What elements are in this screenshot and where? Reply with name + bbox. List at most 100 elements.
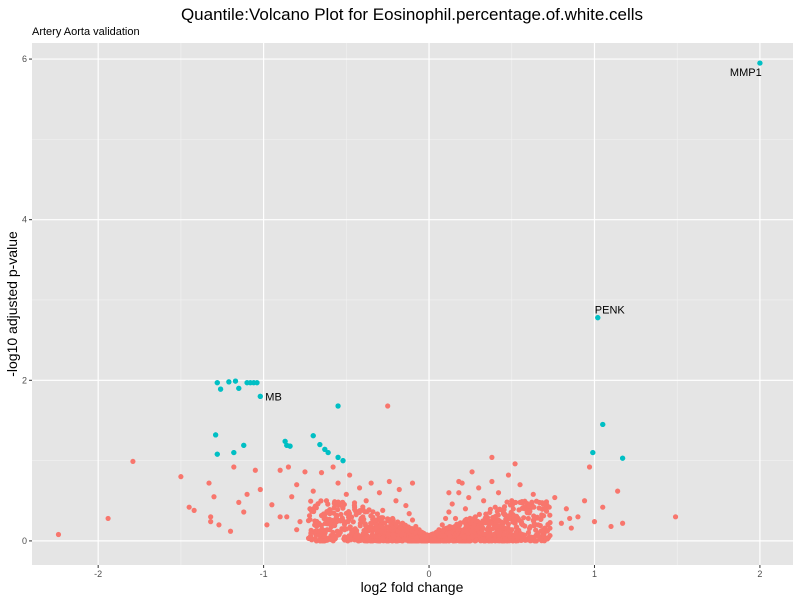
point-not-significant xyxy=(313,505,319,511)
point-not-significant xyxy=(509,537,516,544)
point-not-significant xyxy=(517,482,523,488)
point-not-significant xyxy=(343,491,349,497)
point-not-significant xyxy=(514,524,520,530)
point-not-significant xyxy=(525,537,531,543)
point-not-significant xyxy=(351,502,358,508)
point-not-significant xyxy=(395,536,401,542)
point-not-significant xyxy=(440,533,447,539)
point-not-significant xyxy=(277,467,283,473)
point-not-significant xyxy=(379,528,385,534)
point-not-significant xyxy=(402,522,408,528)
point-label: MB xyxy=(265,391,282,403)
point-not-significant xyxy=(206,480,212,486)
point-not-significant xyxy=(466,538,472,544)
point-not-significant xyxy=(481,498,487,504)
point-not-significant xyxy=(323,516,330,522)
point-not-significant xyxy=(439,522,445,528)
point-not-significant xyxy=(325,501,331,507)
point-not-significant xyxy=(456,526,462,532)
point-not-significant xyxy=(395,519,401,525)
point-not-significant xyxy=(488,520,494,526)
point-not-significant xyxy=(469,534,476,540)
point-not-significant xyxy=(501,504,508,510)
point-not-significant xyxy=(484,527,490,533)
point-not-significant xyxy=(456,536,462,543)
point-not-significant xyxy=(349,530,355,536)
point-not-significant xyxy=(385,531,391,537)
point-not-significant xyxy=(532,538,538,544)
point-not-significant xyxy=(462,517,468,524)
point-not-significant xyxy=(368,480,374,486)
point-not-significant xyxy=(404,528,410,534)
point-not-significant xyxy=(450,538,456,544)
point-significant xyxy=(257,393,263,399)
point-not-significant xyxy=(330,464,336,470)
point-not-significant xyxy=(495,490,502,496)
point-significant xyxy=(213,432,219,438)
point-not-significant xyxy=(330,535,336,541)
point-not-significant xyxy=(374,538,380,544)
point-not-significant xyxy=(537,523,543,529)
x-axis-ticks: -2 -1 0 1 2 xyxy=(94,565,762,579)
point-not-significant xyxy=(473,518,479,524)
point-not-significant xyxy=(130,458,136,465)
point-significant xyxy=(282,438,288,444)
point-not-significant xyxy=(289,494,295,500)
point-not-significant xyxy=(537,536,544,542)
point-not-significant xyxy=(326,519,333,525)
point-not-significant xyxy=(244,491,250,497)
point-not-significant xyxy=(480,531,487,537)
point-not-significant xyxy=(504,499,510,505)
point-not-significant xyxy=(396,486,402,493)
point-not-significant xyxy=(568,525,574,531)
point-not-significant xyxy=(312,522,318,528)
point-not-significant xyxy=(515,515,521,522)
point-not-significant xyxy=(492,538,498,544)
point-not-significant xyxy=(380,507,386,513)
point-not-significant xyxy=(502,536,509,542)
point-not-significant xyxy=(461,534,467,540)
point-not-significant xyxy=(302,469,308,475)
chart-subtitle: Artery Aorta validation xyxy=(32,26,140,38)
x-tick-label: 2 xyxy=(757,569,762,579)
point-not-significant xyxy=(492,504,498,510)
point-not-significant xyxy=(487,506,494,512)
point-significant xyxy=(335,454,341,460)
point-not-significant xyxy=(434,530,440,537)
point-not-significant xyxy=(469,528,475,534)
point-not-significant xyxy=(547,520,553,526)
point-significant xyxy=(232,378,239,384)
point-significant xyxy=(254,380,260,386)
x-axis-label: log2 fold change xyxy=(361,579,464,595)
x-tick-label: -1 xyxy=(260,569,268,579)
point-not-significant xyxy=(547,532,553,539)
point-not-significant xyxy=(581,498,588,504)
point-not-significant xyxy=(525,515,531,522)
point-not-significant xyxy=(231,464,237,470)
point-not-significant xyxy=(476,511,482,517)
point-not-significant xyxy=(466,494,472,501)
point-not-significant xyxy=(318,470,325,476)
point-not-significant xyxy=(518,531,524,537)
point-not-significant xyxy=(538,528,544,534)
point-not-significant xyxy=(380,524,386,530)
point-not-significant xyxy=(315,501,321,507)
point-not-significant xyxy=(208,519,214,525)
grid-minor xyxy=(32,43,793,565)
point-not-significant xyxy=(397,525,403,531)
point-not-significant xyxy=(241,509,247,515)
point-not-significant xyxy=(499,525,505,531)
point-significant xyxy=(236,385,242,391)
point-not-significant xyxy=(236,499,242,505)
point-not-significant xyxy=(503,517,510,524)
point-not-significant xyxy=(558,520,564,526)
point-significant xyxy=(241,442,247,448)
point-not-significant xyxy=(264,522,270,528)
point-not-significant xyxy=(563,506,569,512)
point-not-significant xyxy=(512,461,518,467)
point-not-significant xyxy=(525,529,532,536)
point-not-significant xyxy=(463,523,470,529)
point-not-significant xyxy=(371,527,377,533)
